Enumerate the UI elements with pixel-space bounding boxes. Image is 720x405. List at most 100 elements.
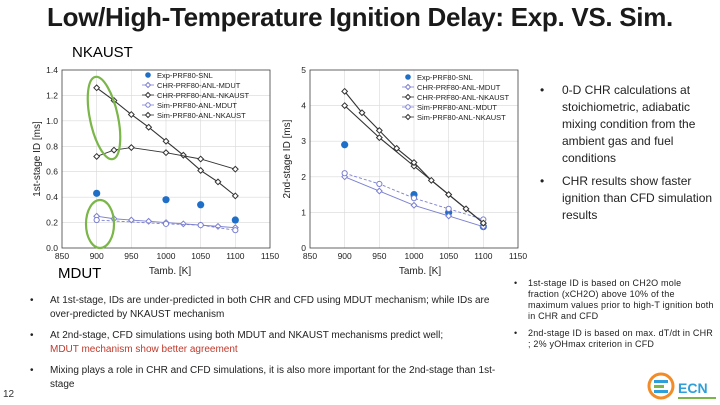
y-tick-label: 1.2 [46,90,58,100]
data-point [375,187,383,195]
legend-label: CHR-PRF80-ANL-NKAUST [157,91,250,100]
data-point [410,201,418,209]
x-tick-label: 1050 [191,251,210,261]
data-point [462,205,470,213]
x-tick-label: 850 [55,251,69,261]
logo-ring-icon [647,372,675,400]
logo-text: ECN [678,380,708,396]
data-point [197,222,204,229]
data-point [358,109,366,117]
data-point [197,201,205,209]
legend-label: Exp-PRF80-SNL [417,73,473,82]
data-point [445,205,452,212]
y-axis-label: 1st-stage ID [ms] [32,121,43,197]
logo-underline-icon [678,397,716,399]
data-point [479,223,487,231]
x-tick-label: 1100 [226,251,245,261]
page-number: 12 [3,389,15,400]
legend-marker [404,93,412,101]
data-point [393,144,401,152]
chart-1: 850 900 950 1000 1050 1100 1150 0.0 0.2 0.4 0.6 0.8… [32,65,279,277]
data-point [341,173,349,181]
legend-marker [404,113,412,121]
legend-marker [145,102,151,108]
data-point [162,149,170,157]
series-line [96,147,236,170]
y-tick-label: 0 [301,243,306,253]
data-point [410,195,418,202]
data-point [179,151,187,159]
data-point [231,165,239,173]
y-tick-label: 1.0 [46,116,58,126]
data-point [376,180,383,188]
logo-bar-icon [654,385,664,388]
data-point [162,137,170,145]
legend-marker [404,83,412,91]
y-tick-label: 0.8 [46,141,58,151]
series-line [344,172,484,220]
mdut-label: MDUT [58,265,102,282]
highlight-ellipse-mdut [84,198,116,250]
x-tick-label: 850 [303,251,317,261]
legend-label: CHR-PRF80-ANL-MDUT [417,83,501,92]
legend-label: Sim-PRF80-ANL-MDUT [417,103,497,112]
data-point [93,189,101,197]
logo-bar-icon [654,390,668,393]
bottom-bullets: At 1st-stage, IDs are under-predicted in… [30,294,500,399]
right-bullet: CHR results show faster ignition than CF… [538,173,714,224]
data-point [162,220,170,227]
data-point [232,227,239,234]
highlight-ellipse-nkaust [86,75,122,161]
x-tick-label: 1100 [474,251,493,261]
x-tick-label: 1050 [439,251,458,261]
logo-bar-icon [654,380,668,383]
bottom-bullet-text: At 2nd-stage, CFD simulations using both… [50,330,444,341]
legend-marker [405,74,411,80]
data-point [375,134,383,142]
x-tick-label: 1000 [157,251,176,261]
y-tick-label: 0.0 [46,243,58,253]
data-point [93,84,101,92]
data-point [445,212,453,220]
data-point [145,123,153,131]
y-tick-label: 3 [301,136,306,146]
y-axis-label: 2nd-stage ID [ms] [282,119,293,198]
data-point [479,219,487,227]
x-tick-label: 1150 [261,251,280,261]
y-tick-label: 4 [301,101,306,111]
bottom-bullet-red-text: MDUT mechanism show [50,344,159,355]
legend-label: Exp-PRF80-SNL [157,71,213,80]
data-point [110,146,118,154]
x-axis-label: Tamb. [K] [399,266,441,277]
legend-label: Sim-PRF80-ANL-NKAUST [417,113,506,122]
data-point [445,191,453,199]
x-tick-label: 1150 [509,251,528,261]
nkaust-label: NKAUST [72,44,133,61]
legend-marker [145,72,151,78]
x-tick-label: 950 [372,251,386,261]
data-point [341,102,349,110]
data-point [127,110,135,119]
right-notes: 1st-stage ID is based on CH2O mole fract… [514,278,714,356]
y-tick-label: 0.4 [46,192,58,202]
right-bullets: 0-D CHR calculations at stoichiometric, … [538,82,714,230]
legend-label: CHR-PRF80-ANL-MDUT [157,81,241,90]
legend-marker [144,91,152,99]
bottom-bullet: At 2nd-stage, CFD simulations using both… [30,329,500,357]
data-point [231,216,239,224]
bottom-bullet: Mixing plays a role in CHR and CFD simul… [30,364,500,392]
x-tick-label: 1000 [405,251,424,261]
right-note: 1st-stage ID is based on CH2O mole fract… [514,278,714,322]
data-point [179,220,187,228]
data-point [375,127,383,135]
legend-marker [405,104,411,110]
data-point [341,87,349,95]
bottom-bullet-red-text: better agreement [161,344,238,355]
right-bullet: 0-D CHR calculations at stoichiometric, … [538,82,714,167]
y-tick-label: 5 [301,65,306,75]
legend-marker [144,111,152,119]
slide-title: Low/High-Temperature Ignition Delay: Exp… [47,2,673,32]
series-line [96,219,236,231]
data-point [427,176,435,184]
